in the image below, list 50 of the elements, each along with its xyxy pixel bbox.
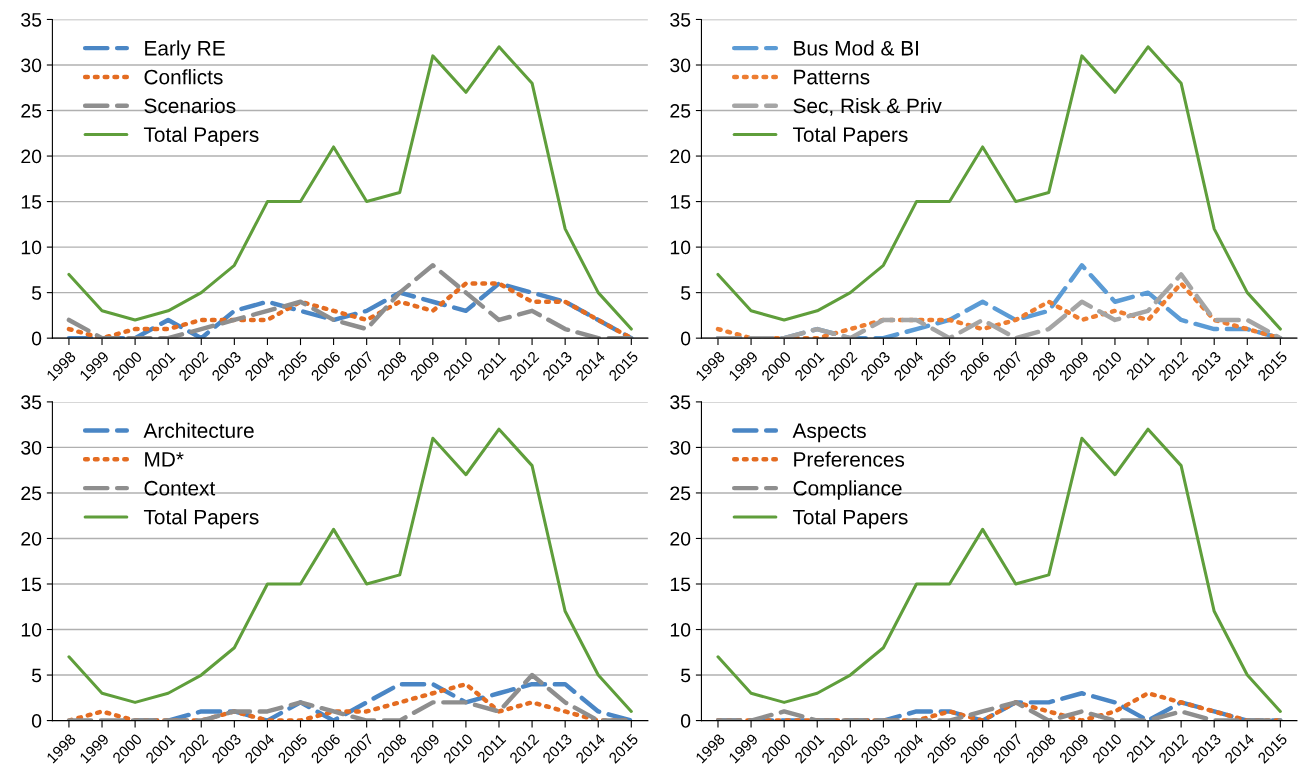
y-tick-label: 35	[670, 395, 691, 410]
y-tick-label: 20	[21, 531, 42, 546]
y-tick-label: 10	[670, 622, 691, 637]
y-tick-label: 30	[670, 58, 691, 73]
legend-label: Total Papers	[792, 126, 908, 147]
legend-label: Conflicts	[144, 69, 223, 85]
y-tick-label: 15	[21, 195, 42, 209]
legend-label: Context	[144, 480, 216, 496]
y-tick-label: 20	[670, 149, 691, 164]
line-series	[66, 263, 634, 339]
y-tick-label: 0	[31, 714, 42, 728]
y-tick-label: 15	[670, 577, 691, 592]
y-tick-label: 15	[21, 577, 42, 592]
y-tick-label: 5	[680, 668, 691, 683]
y-tick-label: 10	[21, 240, 42, 255]
y-tick-label: 10	[670, 240, 691, 255]
legend-label: Architecture	[143, 422, 254, 439]
legend-label: Bus Mod & BI	[794, 40, 918, 56]
y-tick-label: 10	[21, 622, 42, 637]
legend-label: Scenarios	[144, 97, 236, 114]
legend-label: Total Papers	[792, 509, 908, 529]
y-tick-label: 5	[31, 286, 42, 300]
y-tick-label: 5	[680, 286, 691, 300]
y-tick-label: 20	[21, 149, 42, 164]
legend-label: Total Papers	[143, 126, 259, 147]
y-tick-label: 0	[31, 331, 42, 346]
legend-label: Early RE	[145, 40, 225, 60]
y-tick-label: 30	[21, 440, 42, 455]
legend-label: Aspects	[792, 423, 866, 443]
y-tick-label: 30	[21, 58, 42, 73]
y-tick-label: 35	[21, 395, 42, 410]
y-tick-label: 25	[21, 486, 42, 501]
y-tick-label: 0	[680, 331, 691, 346]
y-tick-label: 30	[670, 440, 691, 455]
y-tick-label: 25	[670, 103, 691, 118]
legend-label: MD*	[145, 452, 184, 467]
legend-label: Sec, Risk & Priv	[793, 97, 942, 116]
y-tick-label: 15	[670, 195, 691, 209]
y-tick-label: 35	[670, 12, 691, 27]
legend-label: Compliance	[793, 480, 902, 500]
y-tick-label: 20	[670, 531, 691, 546]
legend-label: Patterns	[794, 69, 870, 85]
y-tick-label: 25	[21, 103, 42, 118]
legend-label: Preferences	[794, 451, 905, 467]
y-tick-label: 35	[21, 12, 42, 27]
y-tick-label: 0	[680, 714, 691, 728]
legend-label: Total Papers	[143, 509, 259, 529]
y-tick-label: 5	[31, 668, 42, 683]
line-series	[66, 281, 634, 339]
y-tick-label: 25	[670, 486, 691, 501]
